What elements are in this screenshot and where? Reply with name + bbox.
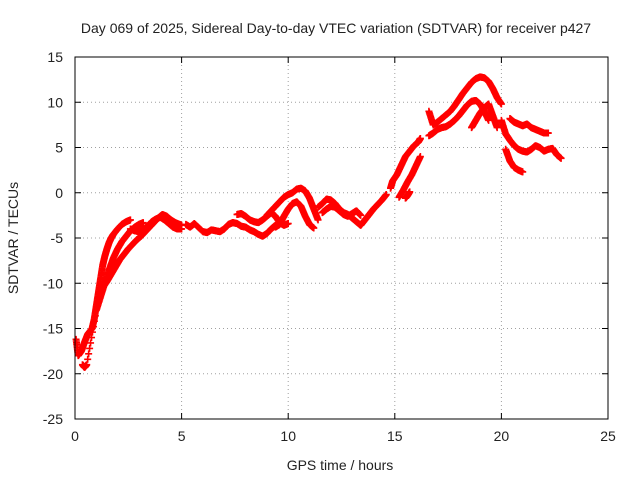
series-sat-track-j (318, 202, 365, 220)
data-point-interp (84, 355, 92, 363)
series-sat-track-p (468, 100, 501, 132)
y-tick-label: -20 (43, 366, 63, 382)
y-tick-label: 15 (47, 49, 63, 65)
y-axis-label: SDTVAR / TECUs (5, 182, 21, 294)
y-tick-label: 0 (55, 185, 63, 201)
data-point (544, 129, 552, 137)
chart-title: Day 069 of 2025, Sidereal Day-to-day VTE… (81, 20, 591, 36)
data-point (126, 216, 134, 224)
x-axis-label: GPS time / hours (287, 457, 394, 473)
series-sat-track-k (387, 134, 424, 192)
data-point (139, 219, 147, 227)
x-tick-label: 20 (494, 428, 510, 444)
data-point-interp (88, 328, 96, 336)
x-tick-label: 10 (280, 428, 296, 444)
data-point (557, 154, 565, 162)
data-point (519, 168, 527, 176)
data-point (357, 211, 365, 219)
y-tick-label: -10 (43, 275, 63, 291)
y-tick-label: 5 (55, 140, 63, 156)
x-tick-label: 0 (71, 428, 79, 444)
x-tick-label: 15 (387, 428, 403, 444)
data-point (83, 361, 91, 369)
series-sat-track-h (271, 198, 318, 232)
data-point-interp (89, 323, 97, 331)
x-tick-label: 5 (178, 428, 186, 444)
series-sat-track-n (425, 73, 505, 129)
series-sat-track-s (506, 115, 552, 137)
axis-ticks: 0 5 10 15 20 25 -25 -20 -15 -10 -5 0 5 10 15 (43, 49, 616, 444)
x-tick-label: 25 (600, 428, 616, 444)
data-point-interp (88, 334, 96, 342)
y-tick-label: -25 (43, 411, 63, 427)
data-point (485, 116, 493, 124)
y-tick-label: 10 (47, 94, 63, 110)
series-sat-track-d (126, 213, 186, 236)
data-point (493, 124, 501, 132)
data-point (310, 224, 318, 232)
data-point (382, 191, 390, 199)
y-tick-label: -5 (51, 230, 64, 246)
y-tick-label: -15 (43, 321, 63, 337)
series-sat-track-l (395, 153, 424, 201)
data-points (72, 73, 565, 371)
data-point (314, 216, 322, 224)
data-point (497, 100, 505, 108)
data-point (406, 188, 414, 196)
series-sat-track-e (182, 219, 279, 240)
data-point (284, 220, 292, 228)
series-sat-track-r (502, 145, 527, 176)
series-sat-track-o (425, 96, 493, 140)
data-point (416, 153, 424, 161)
data-point (416, 134, 424, 142)
series-sat-track-q (497, 116, 565, 162)
data-point-interp (87, 339, 95, 347)
data-point-interp (86, 344, 94, 352)
series-sat-track-i (314, 191, 390, 229)
series-sat-track-m (401, 188, 414, 202)
data-point-interp (91, 312, 99, 320)
series-sat-track-g (263, 184, 322, 224)
data-point-interp (90, 317, 98, 325)
data-point (178, 225, 186, 233)
data-point-interp (85, 350, 93, 358)
